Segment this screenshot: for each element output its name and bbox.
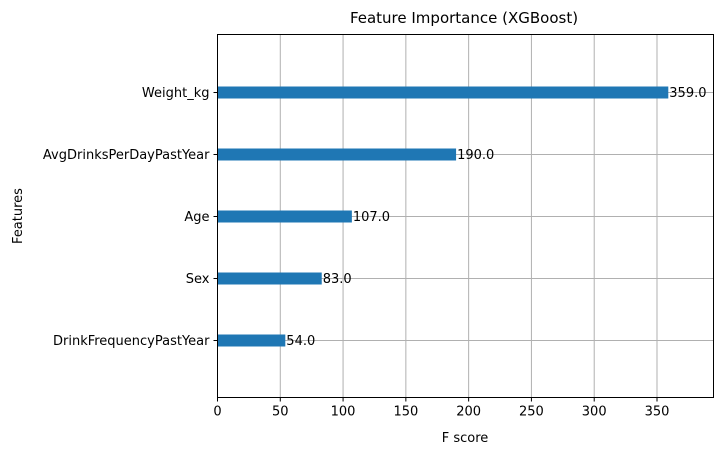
x-tick-label: 350 <box>645 405 670 420</box>
data-labels: 54.0 83.0 107.0 190.0 359.0 <box>286 86 706 349</box>
bar-value-label: 359.0 <box>669 86 706 101</box>
y-axis-label: Features <box>11 188 26 244</box>
bar-value-label: 54.0 <box>286 334 315 349</box>
y-tick-label: DrinkFrequencyPastYear <box>53 334 210 349</box>
x-tick-label: 0 <box>213 405 221 420</box>
x-tick-label: 50 <box>272 405 289 420</box>
x-axis-label: F score <box>442 431 489 446</box>
bar <box>217 272 322 285</box>
bar <box>217 334 286 347</box>
bar <box>217 210 352 223</box>
x-tick-label: 300 <box>582 405 607 420</box>
y-tick-label: Age <box>184 210 209 225</box>
x-axis-ticks: 0 50 100 150 200 250 300 350 <box>213 397 670 420</box>
bars <box>217 86 669 347</box>
bar-value-label: 83.0 <box>323 272 352 287</box>
y-axis-ticks: DrinkFrequencyPastYear Sex Age AvgDrinksPer… <box>43 86 218 349</box>
bar <box>217 148 457 161</box>
x-tick-label: 100 <box>331 405 356 420</box>
x-tick-label: 150 <box>393 405 418 420</box>
x-tick-label: 250 <box>519 405 544 420</box>
x-tick-label: 200 <box>456 405 481 420</box>
bar <box>217 86 669 99</box>
bar-value-label: 190.0 <box>457 148 494 163</box>
y-tick-label: Sex <box>186 272 210 287</box>
chart-title: Feature Importance (XGBoost) <box>350 9 578 27</box>
y-tick-label: Weight_kg <box>142 86 210 101</box>
y-tick-label: AvgDrinksPerDayPastYear <box>43 148 210 163</box>
bar-value-label: 107.0 <box>353 210 390 225</box>
